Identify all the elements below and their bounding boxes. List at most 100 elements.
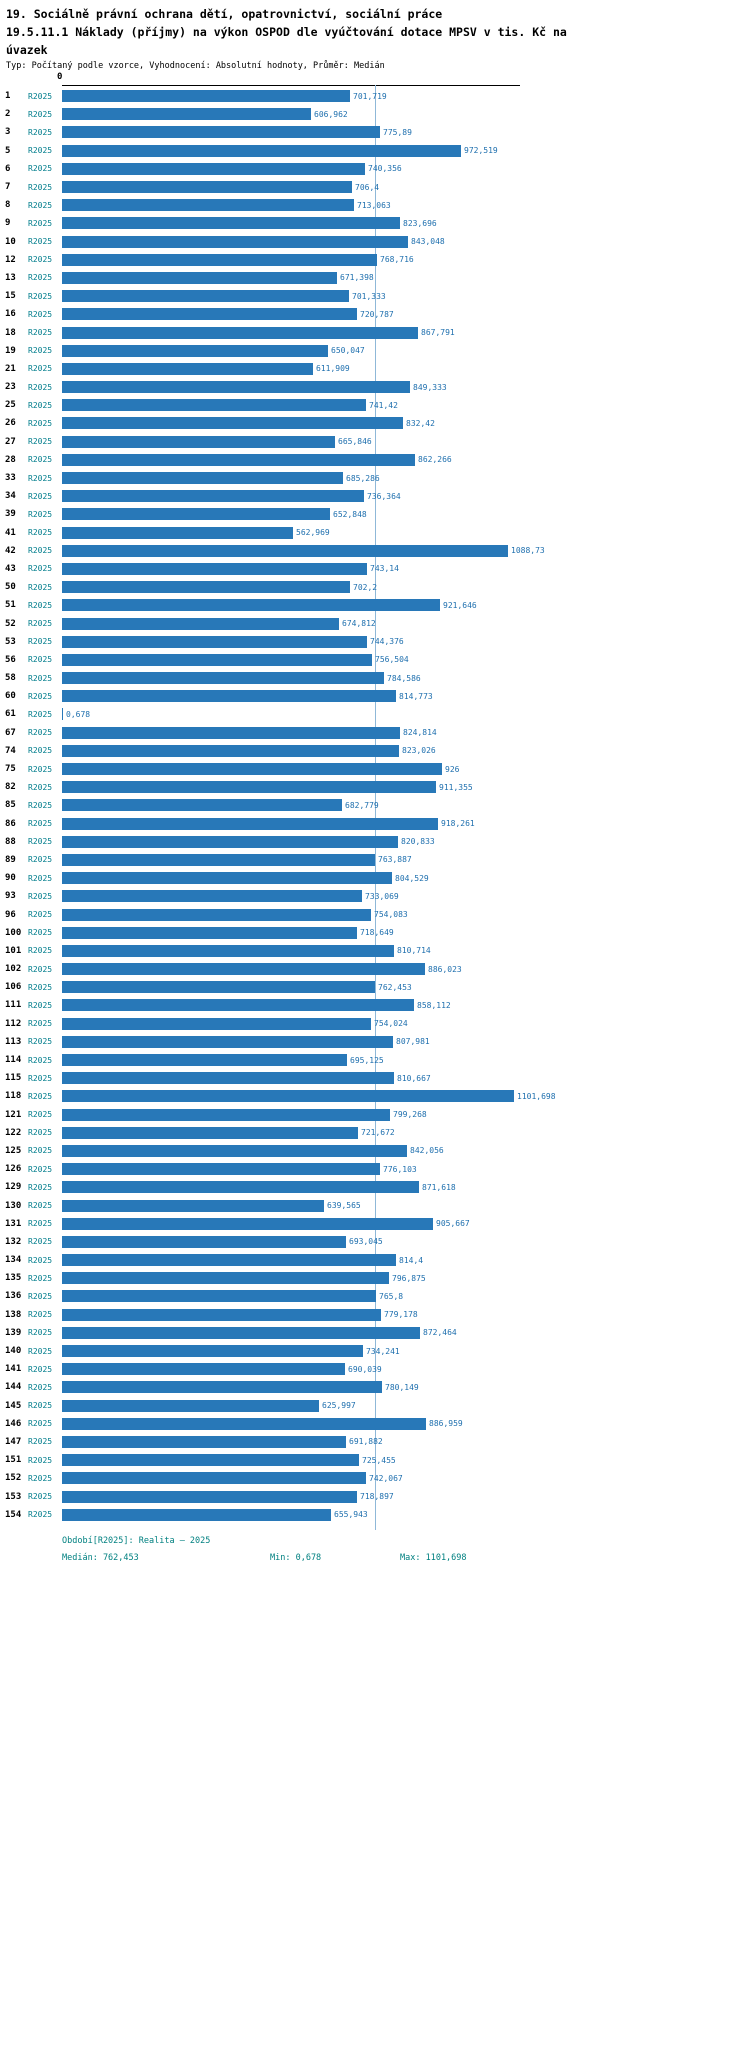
- bar-row: 126 R2025 776,103: [0, 1160, 750, 1178]
- bar-value-label: 832,42: [406, 418, 435, 428]
- series-label: R2025: [28, 182, 53, 192]
- series-label: R2025: [28, 928, 53, 938]
- bar-row: 140 R2025 734,241: [0, 1342, 750, 1360]
- value-bar: [62, 763, 442, 776]
- series-label: R2025: [28, 1437, 53, 1447]
- value-bar: [62, 544, 508, 557]
- row-number-label: 136: [5, 1291, 22, 1302]
- value-bar: [62, 835, 398, 848]
- chart-rows: 1 R2025 701,719 2 R2025 606,962 3 R2025 …: [0, 85, 750, 1524]
- series-label: R2025: [28, 709, 53, 719]
- row-number-label: 16: [5, 309, 16, 320]
- series-label: R2025: [28, 255, 53, 265]
- value-bar: [62, 181, 352, 194]
- bar-value-label: 1101,698: [517, 1091, 556, 1101]
- value-bar: [62, 1199, 324, 1212]
- bar-row: 9 R2025 823,696: [0, 214, 750, 232]
- value-bar: [62, 1435, 346, 1448]
- bar-row: 121 R2025 799,268: [0, 1106, 750, 1124]
- bar-row: 82 R2025 911,355: [0, 778, 750, 796]
- bar-row: 6 R2025 740,356: [0, 160, 750, 178]
- bar-row: 138 R2025 779,178: [0, 1306, 750, 1324]
- value-bar: [62, 981, 375, 994]
- value-bar: [62, 1090, 514, 1103]
- series-label: R2025: [28, 1364, 53, 1374]
- bar-row: 134 R2025 814,4: [0, 1251, 750, 1269]
- value-bar: [62, 1399, 319, 1412]
- bar-row: 114 R2025 695,125: [0, 1051, 750, 1069]
- row-number-label: 5: [5, 145, 11, 156]
- value-bar: [62, 290, 349, 303]
- bar-value-label: 655,943: [334, 1510, 368, 1520]
- bar-row: 129 R2025 871,618: [0, 1178, 750, 1196]
- series-label: R2025: [28, 1346, 53, 1356]
- bar-row: 102 R2025 886,023: [0, 960, 750, 978]
- bar-row: 23 R2025 849,333: [0, 378, 750, 396]
- value-bar: [62, 635, 367, 648]
- bar-value-label: 754,024: [374, 1019, 408, 1029]
- value-bar: [62, 217, 400, 230]
- bar-value-label: 691,882: [349, 1437, 383, 1447]
- value-bar: [62, 799, 342, 812]
- footer-median: Medián: 762,453: [62, 1552, 139, 1563]
- row-number-label: 88: [5, 836, 16, 847]
- series-label: R2025: [28, 1291, 53, 1301]
- row-number-label: 27: [5, 436, 16, 447]
- series-label: R2025: [28, 564, 53, 574]
- bar-value-label: 768,716: [380, 255, 414, 265]
- bar-row: 33 R2025 685,286: [0, 469, 750, 487]
- bar-row: 39 R2025 652,848: [0, 505, 750, 523]
- series-label: R2025: [28, 146, 53, 156]
- bar-row: 51 R2025 921,646: [0, 596, 750, 614]
- bar-value-label: 871,618: [422, 1182, 456, 1192]
- row-number-label: 12: [5, 254, 16, 265]
- bar-row: 2 R2025 606,962: [0, 105, 750, 123]
- bar-value-label: 718,649: [360, 928, 394, 938]
- bar-value-label: 824,814: [403, 728, 437, 738]
- bar-row: 141 R2025 690,039: [0, 1360, 750, 1378]
- bar-value-label: 736,364: [367, 491, 401, 501]
- row-number-label: 131: [5, 1218, 22, 1229]
- bar-value-label: 682,779: [345, 800, 379, 810]
- row-number-label: 33: [5, 473, 16, 484]
- bar-value-label: 807,981: [396, 1037, 430, 1047]
- value-bar: [62, 1235, 346, 1248]
- bar-value-label: 762,453: [378, 982, 412, 992]
- series-label: R2025: [28, 873, 53, 883]
- row-number-label: 74: [5, 745, 16, 756]
- row-number-label: 111: [5, 1000, 22, 1011]
- value-bar: [62, 562, 367, 575]
- series-label: R2025: [28, 1310, 53, 1320]
- value-bar: [62, 672, 384, 685]
- series-label: R2025: [28, 1382, 53, 1392]
- value-bar: [62, 108, 311, 121]
- series-label: R2025: [28, 600, 53, 610]
- row-number-label: 25: [5, 400, 16, 411]
- row-number-label: 112: [5, 1018, 22, 1029]
- series-label: R2025: [28, 819, 53, 829]
- footer-max: Max: 1101,698: [400, 1552, 467, 1563]
- value-bar: [62, 235, 408, 248]
- value-bar: [62, 399, 366, 412]
- row-number-label: 26: [5, 418, 16, 429]
- bar-row: 42 R2025 1088,73: [0, 542, 750, 560]
- bar-row: 88 R2025 820,833: [0, 833, 750, 851]
- bar-row: 115 R2025 810,667: [0, 1069, 750, 1087]
- bar-row: 53 R2025 744,376: [0, 633, 750, 651]
- bar-row: 58 R2025 784,586: [0, 669, 750, 687]
- series-label: R2025: [28, 418, 53, 428]
- bar-row: 85 R2025 682,779: [0, 796, 750, 814]
- row-number-label: 115: [5, 1073, 22, 1084]
- bar-value-label: 754,083: [374, 910, 408, 920]
- series-label: R2025: [28, 764, 53, 774]
- bar-value-label: 849,333: [413, 382, 447, 392]
- bar-value-label: 862,266: [418, 455, 452, 465]
- bar-row: 56 R2025 756,504: [0, 651, 750, 669]
- bar-value-label: 733,069: [365, 891, 399, 901]
- bar-row: 67 R2025 824,814: [0, 724, 750, 742]
- bar-row: 146 R2025 886,959: [0, 1415, 750, 1433]
- bar-row: 61 R2025 0,678: [0, 705, 750, 723]
- series-label: R2025: [28, 1019, 53, 1029]
- row-number-label: 130: [5, 1200, 22, 1211]
- bar-value-label: 725,455: [362, 1455, 396, 1465]
